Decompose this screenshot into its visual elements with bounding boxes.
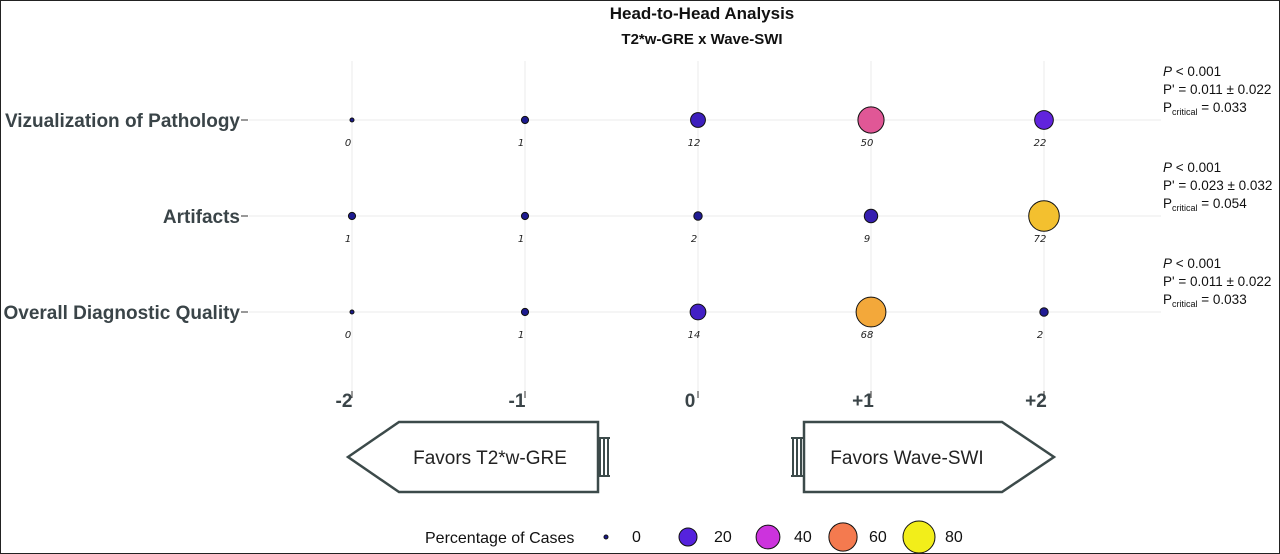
- data-label: 72: [1034, 234, 1047, 245]
- row-label: Overall Diagnostic Quality: [3, 303, 240, 324]
- legend-swatch: [755, 524, 781, 550]
- legend-item-label: 20: [714, 529, 732, 546]
- data-label: 50: [861, 138, 874, 149]
- p-value-line: P < 0.001: [1163, 256, 1221, 271]
- grid-lines: [241, 61, 1161, 398]
- x-tick-label: -1: [509, 391, 526, 412]
- data-label: 2: [1037, 330, 1043, 341]
- x-tick-label: -2: [336, 391, 353, 412]
- p-prime-line: P' = 0.011 ± 0.022: [1163, 82, 1271, 97]
- bubble-point: [693, 211, 703, 221]
- legend-swatch: [603, 534, 609, 540]
- bubble-point: [520, 115, 530, 125]
- p-value-line: P < 0.001: [1163, 64, 1221, 79]
- bubble-point: [1028, 200, 1060, 232]
- legend-item-label: 80: [945, 529, 963, 546]
- legend-item-label: 40: [794, 529, 812, 546]
- bubble-point: [690, 112, 706, 128]
- right-arrow-shape: [802, 420, 1057, 494]
- x-tick-label: 0: [685, 391, 696, 412]
- data-label: 14: [688, 330, 701, 341]
- p-value-annotation: P < 0.001 P' = 0.011 ± 0.022 Pcritical = 0…: [1163, 64, 1271, 117]
- p-prime-line: P' = 0.023 ± 0.032: [1163, 178, 1272, 193]
- data-label: 0: [345, 138, 351, 149]
- p-value-line: P < 0.001: [1163, 160, 1221, 175]
- row-label: Artifacts: [163, 207, 240, 228]
- bubble-point: [855, 296, 887, 328]
- p-value-annotation: P < 0.001 P' = 0.023 ± 0.032 Pcritical = 0…: [1163, 160, 1272, 213]
- legend-title: Percentage of Cases: [425, 530, 574, 547]
- bubble-point: [689, 303, 707, 321]
- right-arrow-label: Favors Wave-SWI: [830, 448, 983, 469]
- data-label: 2: [691, 234, 697, 245]
- bubble-point: [349, 117, 355, 123]
- bubble-point: [520, 307, 530, 317]
- p-value-annotation: P < 0.001 P' = 0.011 ± 0.022 Pcritical = 0…: [1163, 256, 1271, 309]
- p-prime-line: P' = 0.011 ± 0.022: [1163, 274, 1271, 289]
- bubble-point: [1039, 307, 1049, 317]
- legend-swatch: [678, 527, 698, 547]
- bubbles: [347, 106, 1060, 328]
- data-label: 1: [518, 234, 524, 245]
- x-tick-label: +2: [1025, 391, 1047, 412]
- bubble-point: [347, 211, 357, 221]
- bubble-point: [857, 106, 885, 134]
- row-label: Vizualization of Pathology: [5, 111, 240, 132]
- p-value-annotations: P < 0.001 P' = 0.011 ± 0.022 Pcritical = 0…: [1163, 64, 1272, 309]
- data-label: 1: [518, 138, 524, 149]
- data-label: 0: [345, 330, 351, 341]
- data-label: 9: [864, 234, 870, 245]
- x-tick-labels: -2 -1 0 +1 +2: [336, 391, 1047, 412]
- favors-wave-swi-arrow: Favors Wave-SWI: [791, 420, 1057, 494]
- left-arrow-shape: [345, 420, 600, 494]
- chart-subtitle: T2*w-GRE x Wave-SWI: [621, 31, 782, 48]
- x-tick-label: +1: [852, 391, 874, 412]
- legend-swatch: [828, 522, 858, 552]
- chart-title: Head-to-Head Analysis: [610, 4, 795, 23]
- data-label: 1: [518, 330, 524, 341]
- data-label: 68: [861, 330, 874, 341]
- p-critical-line: Pcritical = 0.054: [1163, 196, 1247, 213]
- favors-t2-arrow: Favors T2*w-GRE: [345, 420, 610, 494]
- bubble-point: [349, 309, 355, 315]
- data-label: 1: [345, 234, 351, 245]
- bubble-point: [1034, 110, 1054, 130]
- row-labels: Vizualization of Pathology Artifacts Overa…: [3, 111, 240, 324]
- legend-items: 0 20 40 60 80: [603, 520, 963, 553]
- p-critical-line: Pcritical = 0.033: [1163, 292, 1247, 309]
- data-label: 12: [688, 138, 701, 149]
- bubble-point: [520, 211, 530, 221]
- data-labels: 0 1 12 50 221 1 2 9 720 1 14 68 2: [345, 138, 1047, 341]
- p-critical-line: Pcritical = 0.033: [1163, 100, 1247, 117]
- left-arrow-label: Favors T2*w-GRE: [413, 448, 567, 469]
- data-label: 22: [1034, 138, 1047, 149]
- legend-swatch: [902, 520, 936, 553]
- legend: Percentage of Cases 0 20 40 60 80: [425, 520, 963, 553]
- legend-item-label: 0: [632, 529, 641, 546]
- bubble-point: [863, 208, 879, 224]
- legend-item-label: 60: [869, 529, 887, 546]
